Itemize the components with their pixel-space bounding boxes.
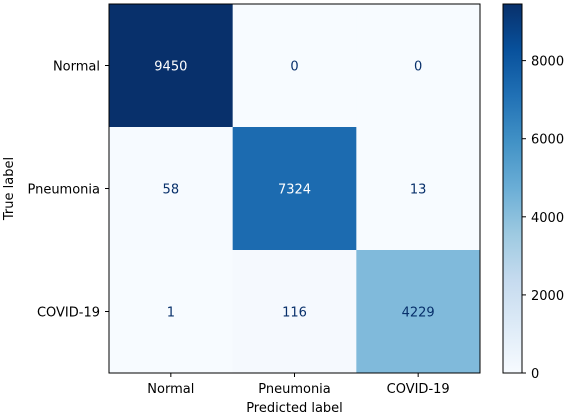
heatmap-cell [232,127,357,251]
cell-value-label: 116 [282,306,307,321]
x-tick-label: Pneumonia [258,382,331,397]
cell-value-label: 13 [410,183,427,198]
heatmap-cell [232,250,357,374]
colorbar-ticks: 0 2000 4000 6000 8000 [522,55,564,382]
cell-value-label: 1 [167,306,175,321]
colorbar-tick-label: 2000 [531,289,564,304]
colorbar [502,3,523,374]
cell-value-label: 7324 [278,183,311,198]
heatmap-cell [109,127,234,251]
x-tick-label: Normal [147,382,194,397]
heatmap-cell [356,250,481,374]
colorbar-tick-label: 8000 [531,55,564,70]
heatmap-cell-labels: 9450 0 0 58 7324 13 1 116 4229 [154,60,434,321]
cell-value-label: 9450 [154,60,187,75]
heatmap-cell [109,4,234,128]
colorbar-tick-label: 6000 [531,133,564,148]
heatmap-cells [109,4,481,374]
heatmap-cell [356,4,481,128]
heatmap-cell [356,127,481,251]
colorbar-tick-label: 0 [531,367,539,382]
y-axis-label: True label [2,157,17,221]
x-axis-ticks: Normal Pneumonia COVID-19 [147,373,450,397]
cell-value-label: 0 [290,60,298,75]
y-tick-label: Pneumonia [27,183,100,198]
cell-value-label: 4229 [402,306,435,321]
y-axis-ticks: Normal Pneumonia COVID-19 [27,60,109,321]
cell-value-label: 0 [414,60,422,75]
heatmap-cell [109,250,234,374]
y-tick-label: Normal [53,60,100,75]
cell-value-label: 58 [163,183,180,198]
heatmap-cell [232,4,357,128]
x-tick-label: COVID-19 [387,382,450,397]
y-tick-label: COVID-19 [37,306,100,321]
colorbar-tick-label: 4000 [531,211,564,226]
x-axis-label: Predicted label [246,401,343,414]
